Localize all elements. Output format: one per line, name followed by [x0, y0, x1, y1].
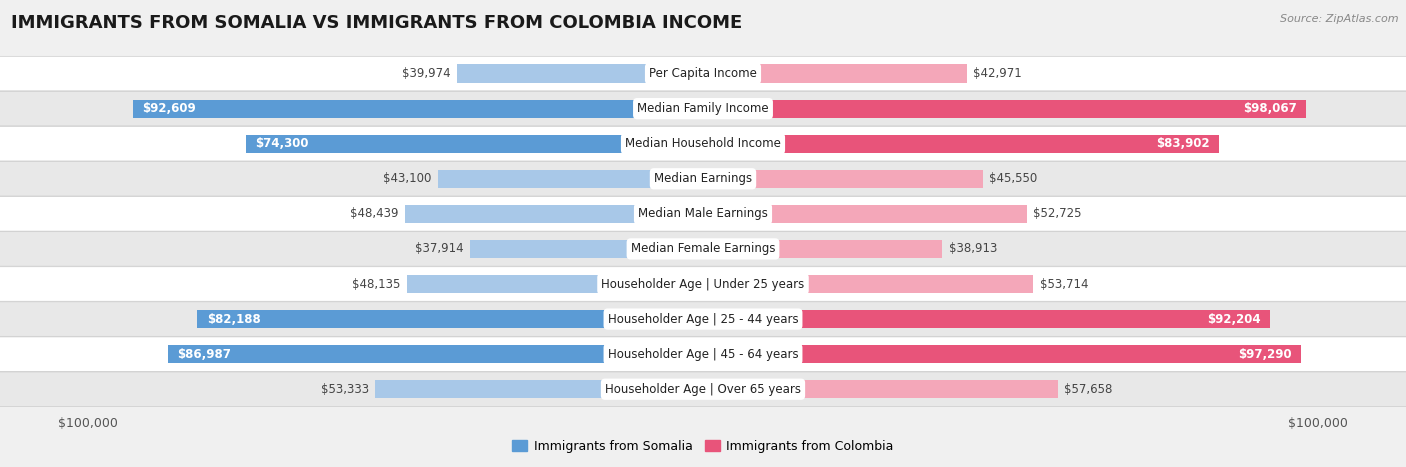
Text: $57,658: $57,658: [1064, 383, 1112, 396]
Text: $86,987: $86,987: [177, 347, 231, 361]
Text: $48,439: $48,439: [350, 207, 399, 220]
Bar: [703, 170, 983, 188]
Text: Median Earnings: Median Earnings: [654, 172, 752, 185]
FancyBboxPatch shape: [0, 337, 1406, 371]
Text: $98,067: $98,067: [1243, 102, 1296, 115]
Text: $74,300: $74,300: [256, 137, 309, 150]
Text: Householder Age | 25 - 44 years: Householder Age | 25 - 44 years: [607, 312, 799, 325]
Text: $45,550: $45,550: [990, 172, 1038, 185]
FancyBboxPatch shape: [0, 372, 1406, 406]
Text: $39,974: $39,974: [402, 67, 451, 80]
Bar: [703, 345, 1302, 363]
Bar: [703, 205, 1028, 223]
Bar: [437, 170, 703, 188]
Bar: [703, 380, 1057, 398]
Bar: [703, 240, 942, 258]
Bar: [406, 275, 703, 293]
FancyBboxPatch shape: [0, 57, 1406, 91]
Text: $37,914: $37,914: [415, 242, 464, 255]
Text: Median Female Earnings: Median Female Earnings: [631, 242, 775, 255]
Text: $48,135: $48,135: [353, 277, 401, 290]
Text: $83,902: $83,902: [1156, 137, 1211, 150]
Bar: [246, 134, 703, 153]
Text: Median Household Income: Median Household Income: [626, 137, 780, 150]
FancyBboxPatch shape: [0, 232, 1406, 266]
Text: Householder Age | 45 - 64 years: Householder Age | 45 - 64 years: [607, 347, 799, 361]
Text: Median Family Income: Median Family Income: [637, 102, 769, 115]
Bar: [457, 64, 703, 83]
Text: Householder Age | Over 65 years: Householder Age | Over 65 years: [605, 383, 801, 396]
Bar: [375, 380, 703, 398]
Text: IMMIGRANTS FROM SOMALIA VS IMMIGRANTS FROM COLOMBIA INCOME: IMMIGRANTS FROM SOMALIA VS IMMIGRANTS FR…: [11, 14, 742, 32]
Bar: [703, 275, 1033, 293]
Bar: [167, 345, 703, 363]
Text: Source: ZipAtlas.com: Source: ZipAtlas.com: [1281, 14, 1399, 24]
Bar: [703, 310, 1270, 328]
Bar: [703, 64, 967, 83]
Text: $92,609: $92,609: [142, 102, 197, 115]
Text: $42,971: $42,971: [973, 67, 1022, 80]
Text: $38,913: $38,913: [949, 242, 997, 255]
FancyBboxPatch shape: [0, 92, 1406, 126]
Text: $53,714: $53,714: [1039, 277, 1088, 290]
FancyBboxPatch shape: [0, 162, 1406, 196]
Bar: [134, 99, 703, 118]
Text: $97,290: $97,290: [1239, 347, 1292, 361]
Text: Median Male Earnings: Median Male Earnings: [638, 207, 768, 220]
Bar: [703, 99, 1306, 118]
Text: $43,100: $43,100: [384, 172, 432, 185]
Text: Householder Age | Under 25 years: Householder Age | Under 25 years: [602, 277, 804, 290]
Text: $92,204: $92,204: [1208, 312, 1261, 325]
Text: $52,725: $52,725: [1033, 207, 1083, 220]
FancyBboxPatch shape: [0, 267, 1406, 301]
Text: Per Capita Income: Per Capita Income: [650, 67, 756, 80]
Bar: [470, 240, 703, 258]
Bar: [405, 205, 703, 223]
Text: $82,188: $82,188: [207, 312, 260, 325]
FancyBboxPatch shape: [0, 302, 1406, 336]
FancyBboxPatch shape: [0, 197, 1406, 231]
Bar: [197, 310, 703, 328]
FancyBboxPatch shape: [0, 127, 1406, 161]
Legend: Immigrants from Somalia, Immigrants from Colombia: Immigrants from Somalia, Immigrants from…: [508, 435, 898, 458]
Bar: [703, 134, 1219, 153]
Text: $53,333: $53,333: [321, 383, 368, 396]
